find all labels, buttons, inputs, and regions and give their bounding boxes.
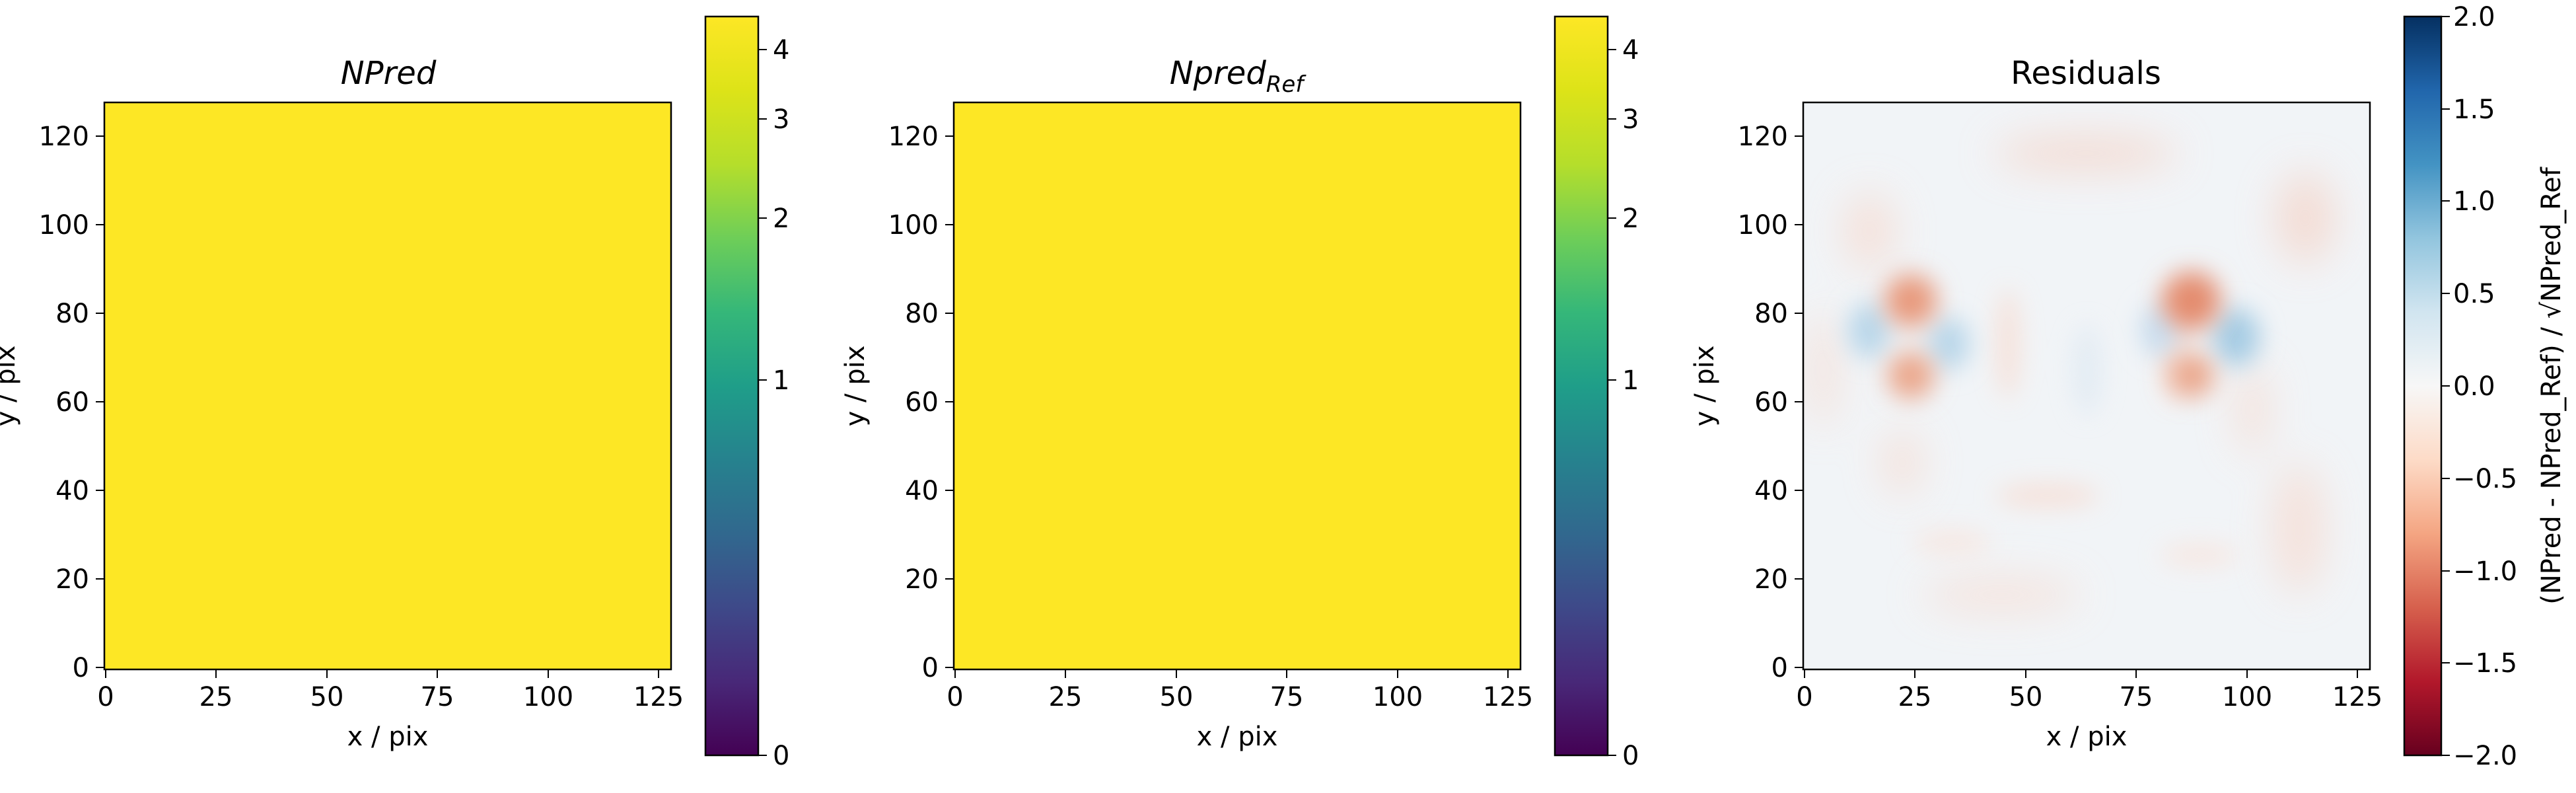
x-tick-label: 50 [310,682,344,712]
colorbar-label: (NPred - NPred_Ref) / √NPred_Ref [2536,167,2567,604]
colorbar [2403,15,2443,757]
negative-spot [1884,274,1937,327]
x-tick-label: 125 [633,682,684,712]
heatmap-image [104,102,671,669]
y-tick-label: 100 [1738,210,1788,241]
y-tick-label: 0 [1771,653,1788,683]
colorbar-tick-label: 1.0 [2453,186,2495,217]
x-tick-label: 25 [1049,682,1083,712]
x-tick-label: 50 [1160,682,1194,712]
panel-npred-ref: NpredRef 0 25 50 75 100 125 0 20 [840,15,1639,771]
colorbar-tick-label: 3 [773,104,789,135]
colorbar-tick-label: 4 [773,35,789,65]
x-tick-label: 25 [1898,682,1932,712]
x-ticks: 0 25 50 75 100 125 [97,669,684,712]
negative-spot [2163,272,2221,330]
y-tick-label: 20 [1754,564,1788,595]
x-tick-label: 50 [2009,682,2043,712]
x-tick-label: 75 [1270,682,1304,712]
colorbar-tick-label: 2.0 [2453,2,2495,32]
y-tick-label: 80 [55,299,89,329]
x-axis-label: x / pix [347,722,429,752]
y-tick-label: 60 [55,387,89,418]
y-tick-label: 40 [905,476,939,506]
colorbar-tick-label: −1.5 [2453,648,2517,679]
x-tick-label: 25 [199,682,233,712]
plot-frame [103,101,672,671]
y-tick-label: 20 [55,564,89,595]
colorbar-tick-label: 3 [1622,104,1639,135]
colorbar-tick-label: −0.5 [2453,464,2517,494]
x-tick-label: 125 [1483,682,1533,712]
colorbar-tick-label: 1 [1622,365,1639,396]
panel-npred: NPred 0 25 50 75 100 125 0 20 [0,15,789,771]
colorbar-tick-label: 0.0 [2453,371,2495,402]
colorbar-tick-label: 1 [773,365,789,396]
colorbar-tick-label: 2 [1622,204,1639,234]
x-tick-label: 100 [2222,682,2272,712]
x-tick-label: 100 [523,682,573,712]
panel-title: NPred [341,55,437,92]
panel-title: Residuals [2011,55,2161,92]
x-ticks: 0 25 50 75 100 125 [1796,669,2382,712]
y-ticks: 0 20 40 60 80 100 120 [39,122,104,683]
y-ticks: 0 20 40 60 80 100 120 [888,122,954,683]
x-tick-label: 0 [1796,682,1812,712]
y-axis-label: y / pix [1690,346,1720,427]
y-tick-label: 40 [55,476,89,506]
plot-frame [1802,101,2371,671]
y-ticks: 0 20 40 60 80 100 120 [1738,122,1803,683]
x-axis-label: x / pix [1197,722,1278,752]
y-tick-label: 0 [922,653,939,683]
plot-frame [952,101,1522,671]
y-tick-label: 0 [73,653,89,683]
positive-lobe [1848,303,1890,358]
x-tick-label: 125 [2332,682,2382,712]
y-axis-label: y / pix [0,346,21,427]
x-tick-label: 0 [947,682,963,712]
x-tick-label: 100 [1373,682,1423,712]
panel-title-main: Npred [1170,55,1267,92]
colorbar-ticks: −2.0 −1.5 −1.0 −0.5 0.0 0.5 1.0 1.5 2.0 [2441,2,2517,771]
negative-spot [2169,353,2214,398]
y-tick-label: 40 [1754,476,1788,506]
colorbar-tick-label: 0 [1622,741,1639,771]
y-tick-label: 100 [39,210,89,241]
panel-residuals: Residuals [1690,2,2567,771]
y-tick-label: 120 [39,122,89,152]
colorbar-tick-label: −1.0 [2453,556,2517,587]
colorbar-tick-label: 0.5 [2453,279,2495,309]
y-axis-label: y / pix [840,346,871,427]
colorbar-ticks: 0 1 2 3 4 [1608,35,1639,771]
colorbar [1554,15,1609,757]
y-tick-label: 120 [888,122,939,152]
y-tick-label: 100 [888,210,939,241]
x-tick-label: 75 [421,682,454,712]
positive-lobe [2212,308,2260,366]
negative-spot [1887,352,1935,399]
heatmap-image [954,102,1521,669]
y-tick-label: 20 [905,564,939,595]
positive-lobe [1927,317,1970,370]
y-tick-label: 80 [1754,299,1788,329]
colorbar-tick-label: −2.0 [2453,741,2517,771]
panel-title: NpredRef [1170,55,1307,98]
x-axis-label: x / pix [2046,722,2128,752]
residual-heatmap [1803,102,2370,669]
colorbar-ticks: 0 1 2 3 4 [758,35,789,771]
y-tick-label: 60 [905,387,939,418]
x-ticks: 0 25 50 75 100 125 [947,669,1533,712]
x-tick-label: 0 [97,682,114,712]
y-tick-label: 80 [905,299,939,329]
x-tick-label: 75 [2120,682,2153,712]
panel-title-subscript: Ref [1266,71,1307,98]
colorbar [704,15,760,757]
colorbar-tick-label: 2 [773,204,789,234]
y-tick-label: 60 [1754,387,1788,418]
colorbar-tick-label: 4 [1622,35,1639,65]
colorbar-tick-label: 1.5 [2453,94,2495,125]
colorbar-tick-label: 0 [773,741,789,771]
y-tick-label: 120 [1738,122,1788,152]
